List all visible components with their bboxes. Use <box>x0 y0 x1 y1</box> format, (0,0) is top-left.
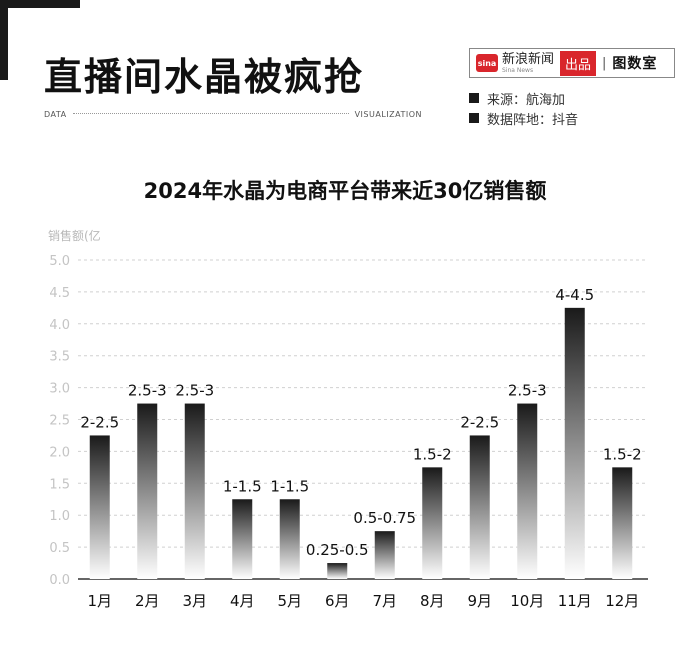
source-list: 来源：航海加 数据阵地：抖音 <box>469 88 578 128</box>
bar <box>517 403 538 579</box>
x-tick-label: 7月 <box>372 592 397 610</box>
page-headline: 直播间水晶被疯抢 <box>44 55 365 99</box>
data-label: 2.5-3 <box>508 382 547 400</box>
y-axis-label: 销售额(亿 <box>48 229 101 243</box>
y-tick-label: 2.0 <box>49 445 70 460</box>
data-label: 1.5-2 <box>603 445 642 463</box>
bar <box>564 307 585 579</box>
bar <box>422 467 443 579</box>
bar <box>374 531 395 579</box>
square-bullet-icon <box>469 113 479 123</box>
dataviz-caption-row: DATA VISUALIZATION <box>44 110 422 119</box>
y-tick-label: 4.0 <box>49 318 70 333</box>
source-item: 数据阵地：抖音 <box>469 108 578 128</box>
data-label: 4-4.5 <box>555 286 594 304</box>
y-tick-label: 0.5 <box>49 541 70 556</box>
source-item: 来源：航海加 <box>469 88 578 108</box>
caption-data: DATA <box>44 110 67 119</box>
x-tick-label: 2月 <box>135 592 160 610</box>
brand-separator: | <box>602 55 607 71</box>
bar <box>89 435 110 579</box>
corner-accent-vertical <box>0 0 8 80</box>
bar <box>184 403 205 579</box>
dotted-divider <box>72 113 349 114</box>
chart-title: 2024年水晶为电商平台带来近30亿销售额 <box>143 179 547 203</box>
source-text: 来源：航海加 <box>487 92 566 108</box>
x-tick-label: 9月 <box>467 592 492 610</box>
brand-name: 新浪新闻 Sina News <box>502 53 554 74</box>
x-tick-label: 5月 <box>277 592 302 610</box>
data-label: 0.25-0.5 <box>306 541 369 559</box>
x-tick-label: 10月 <box>510 592 544 610</box>
brand-tag: 出品 <box>560 50 597 76</box>
corner-accent-horizontal <box>0 0 80 8</box>
bar <box>279 499 300 579</box>
y-tick-label: 5.0 <box>49 254 70 269</box>
x-tick-label: 1月 <box>87 592 112 610</box>
brand-name-text: 新浪新闻 <box>502 51 555 67</box>
brand-partner: 图数室 <box>612 56 658 72</box>
source-text: 数据阵地：抖音 <box>487 112 579 128</box>
bar <box>612 467 633 579</box>
sina-logo-icon: sina <box>476 54 498 72</box>
data-label: 2.5-3 <box>128 382 167 400</box>
caption-visualization: VISUALIZATION <box>354 110 422 119</box>
brand-name-sub: Sina News <box>502 66 534 74</box>
bar <box>137 403 158 579</box>
data-label: 2-2.5 <box>460 413 499 431</box>
square-bullet-icon <box>469 93 479 103</box>
bar <box>327 563 348 579</box>
x-tick-label: 12月 <box>605 592 639 610</box>
brand-box: sina 新浪新闻 Sina News 出品 | 图数室 <box>469 48 675 78</box>
bar <box>232 499 253 579</box>
bar <box>469 435 490 579</box>
y-tick-label: 0.0 <box>49 573 70 588</box>
y-tick-label: 1.0 <box>49 509 70 524</box>
y-tick-label: 3.0 <box>49 382 70 397</box>
data-label: 1-1.5 <box>223 477 262 495</box>
y-tick-label: 1.5 <box>49 477 70 492</box>
x-tick-label: 11月 <box>558 592 592 610</box>
x-tick-label: 4月 <box>230 592 255 610</box>
x-tick-label: 3月 <box>182 592 207 610</box>
x-tick-label: 8月 <box>420 592 445 610</box>
data-label: 2.5-3 <box>175 382 214 400</box>
y-tick-label: 3.5 <box>49 350 70 365</box>
data-label: 0.5-0.75 <box>353 509 416 527</box>
x-tick-label: 6月 <box>325 592 350 610</box>
y-tick-label: 2.5 <box>49 414 70 429</box>
data-label: 1.5-2 <box>413 445 452 463</box>
y-tick-label: 4.5 <box>49 286 70 301</box>
data-label: 1-1.5 <box>270 477 309 495</box>
data-label: 2-2.5 <box>80 413 119 431</box>
